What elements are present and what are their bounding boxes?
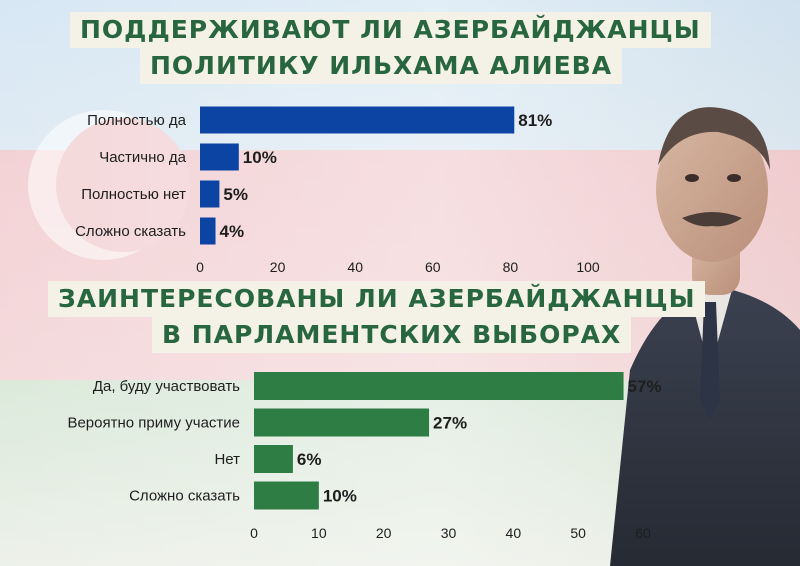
portrait-image	[610, 107, 800, 566]
tick-label-0-5: 100	[576, 259, 600, 275]
chart-support-policy: Полностью да 81% Частично да 10% Полностью н…	[75, 106, 600, 275]
tick-label-0-1: 20	[270, 259, 286, 275]
left-eye	[685, 174, 699, 182]
chart1-title-line1: ПОДДЕРЖИВАЮТ ЛИ АЗЕРБАЙДЖАНЦЫ	[70, 12, 711, 48]
bar-0-3	[200, 217, 216, 245]
tick-label-0-4: 80	[503, 259, 519, 275]
right-eye	[727, 174, 741, 182]
tick-label-1-0: 0	[250, 525, 258, 541]
tick-label-1-2: 20	[376, 525, 392, 541]
category-label-1-2: Нет	[214, 451, 240, 468]
value-label-0-3: 4%	[220, 222, 245, 241]
bar-0-1	[200, 143, 239, 171]
category-label-0-2: Полностью нет	[81, 186, 186, 203]
value-label-1-3: 10%	[323, 487, 357, 506]
chart1-title-line2: ПОЛИТИКУ ИЛЬХАМА АЛИЕВА	[140, 48, 623, 84]
value-label-0-1: 10%	[243, 148, 277, 167]
tick-label-0-0: 0	[196, 259, 204, 275]
bar-1-1	[254, 408, 430, 437]
category-label-0-3: Сложно сказать	[75, 223, 186, 240]
chart2-title-line1: ЗАИНТЕРЕСОВАНЫ ЛИ АЗЕРБАЙДЖАНЦЫ	[48, 281, 706, 317]
bar-1-0	[254, 372, 624, 400]
category-label-1-0: Да, буду участвовать	[93, 378, 240, 395]
tick-label-0-3: 60	[425, 259, 441, 275]
category-label-1-1: Вероятно приму участие	[67, 415, 240, 432]
category-label-0-0: Полностью да	[87, 112, 187, 129]
tick-label-1-4: 40	[506, 525, 522, 541]
suit-shape	[610, 285, 800, 566]
category-label-1-3: Сложно сказать	[129, 488, 240, 505]
bar-1-2	[254, 445, 293, 473]
tick-label-1-5: 50	[570, 525, 586, 541]
flag-crescent-icon	[28, 110, 190, 260]
category-label-0-1: Частично да	[99, 149, 186, 166]
bar-1-3	[254, 481, 319, 510]
value-label-1-1: 27%	[433, 414, 467, 433]
tick-label-1-6: 60	[635, 525, 651, 541]
value-label-1-0: 57%	[628, 377, 662, 396]
tick-label-0-2: 40	[347, 259, 363, 275]
chart2-title-line2: В ПАРЛАМЕНТСКИХ ВЫБОРАХ	[152, 317, 632, 353]
face-shape	[656, 118, 768, 262]
value-label-0-2: 5%	[223, 185, 248, 204]
mustache-shape	[682, 212, 742, 227]
chart-election-interest: Да, буду участвовать 57% Вероятно приму уч…	[67, 372, 662, 541]
value-label-1-2: 6%	[297, 450, 322, 469]
value-label-0-0: 81%	[518, 111, 552, 130]
bar-0-0	[200, 106, 515, 134]
bar-0-2	[200, 180, 220, 208]
tick-label-1-1: 10	[311, 525, 327, 541]
necktie	[700, 302, 720, 420]
hair-shape	[658, 107, 770, 170]
tick-label-1-3: 30	[441, 525, 457, 541]
